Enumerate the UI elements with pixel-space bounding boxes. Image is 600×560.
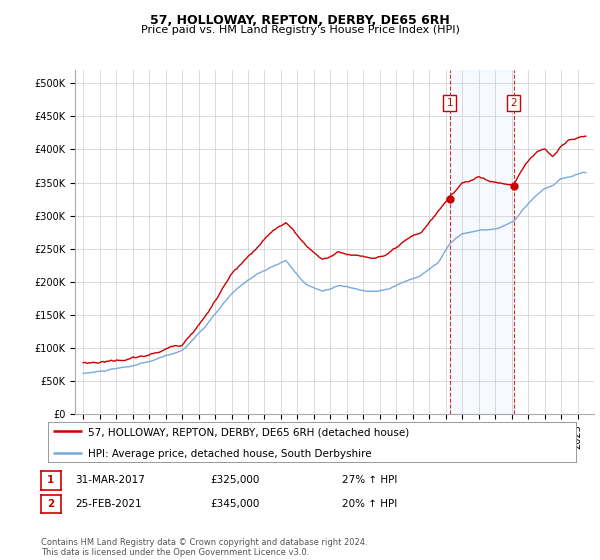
Text: 31-MAR-2017: 31-MAR-2017 bbox=[75, 475, 145, 486]
Point bbox=[509, 181, 518, 190]
Point bbox=[445, 195, 455, 204]
Text: Contains HM Land Registry data © Crown copyright and database right 2024.
This d: Contains HM Land Registry data © Crown c… bbox=[41, 538, 367, 557]
Text: 1: 1 bbox=[47, 475, 55, 486]
Text: £345,000: £345,000 bbox=[210, 499, 259, 509]
Text: 1: 1 bbox=[446, 98, 453, 108]
Text: 27% ↑ HPI: 27% ↑ HPI bbox=[342, 475, 397, 486]
Text: 2: 2 bbox=[510, 98, 517, 108]
Text: 20% ↑ HPI: 20% ↑ HPI bbox=[342, 499, 397, 509]
Text: 2: 2 bbox=[47, 499, 55, 509]
Text: £325,000: £325,000 bbox=[210, 475, 259, 486]
Text: 57, HOLLOWAY, REPTON, DERBY, DE65 6RH: 57, HOLLOWAY, REPTON, DERBY, DE65 6RH bbox=[150, 14, 450, 27]
Text: Price paid vs. HM Land Registry's House Price Index (HPI): Price paid vs. HM Land Registry's House … bbox=[140, 25, 460, 35]
Text: HPI: Average price, detached house, South Derbyshire: HPI: Average price, detached house, Sout… bbox=[88, 449, 371, 459]
Text: 57, HOLLOWAY, REPTON, DERBY, DE65 6RH (detached house): 57, HOLLOWAY, REPTON, DERBY, DE65 6RH (d… bbox=[88, 428, 409, 437]
Text: 25-FEB-2021: 25-FEB-2021 bbox=[75, 499, 142, 509]
Bar bbox=[450, 70, 514, 414]
